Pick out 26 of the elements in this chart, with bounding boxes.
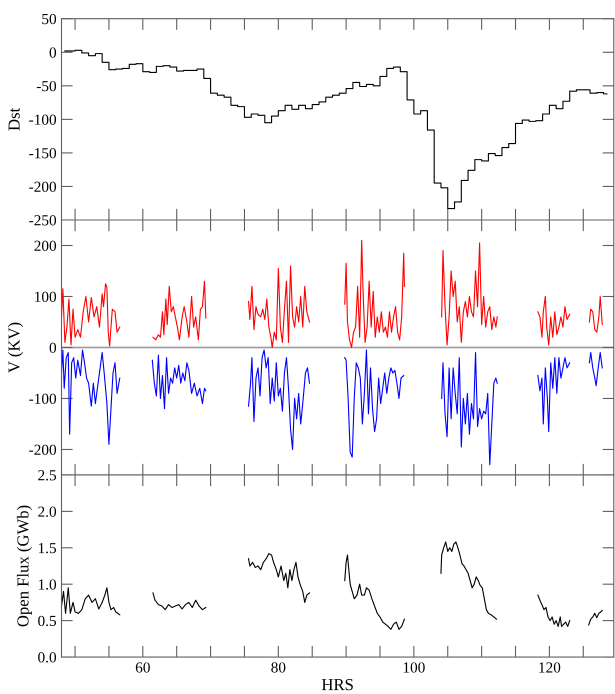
y-tick-label: 0.5 (38, 616, 56, 626)
y-tick-label: 0.0 (38, 652, 56, 663)
y-tick-label: 0 (50, 342, 56, 353)
x-tick-label: 120 (539, 662, 560, 673)
y-tick-label: -100 (29, 114, 56, 125)
y-tick-label: -200 (29, 182, 56, 192)
y-tick-label: 1.5 (38, 543, 56, 554)
x-axis-title: HRS (322, 679, 353, 690)
y-tick-label: -50 (36, 80, 56, 92)
y-tick-label: -100 (29, 394, 56, 404)
y-tick-label: 0 (50, 47, 56, 58)
x-tick-label: 100 (404, 662, 425, 673)
x-tick-label: 80 (271, 662, 286, 673)
y-tick-label: -200 (29, 444, 56, 455)
y-tick-label: -250 (29, 215, 56, 226)
x-tick-label: 60 (136, 662, 150, 673)
y-tick-label: 1.0 (38, 579, 56, 590)
y-tick-label: 200 (34, 240, 56, 251)
y-tick-label: 50 (42, 14, 56, 24)
y-tick-label: 2.5 (38, 470, 56, 480)
y-tick-label: 100 (35, 292, 56, 302)
y-axis-title: Dst (8, 108, 20, 130)
y-tick-label: 2.0 (38, 506, 56, 517)
y-tick-label: -150 (29, 148, 56, 158)
y-axis-title: Open Flux (GWb) (16, 506, 32, 626)
y-axis-title: V (KV) (8, 322, 24, 373)
